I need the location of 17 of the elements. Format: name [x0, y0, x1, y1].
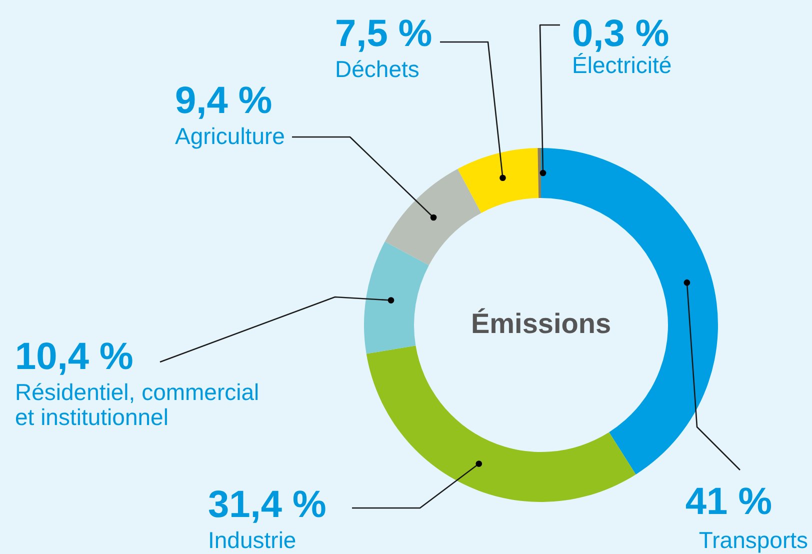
donut-slice: [384, 168, 482, 266]
donut-slice: [364, 242, 429, 354]
data-label: 10,4 %: [15, 336, 134, 378]
donut-slice: [366, 346, 636, 502]
data-label: 7,5 %: [335, 13, 432, 55]
slice-label: Déchets: [335, 56, 420, 82]
slice-label: Transports: [698, 527, 808, 553]
text: Émissions: [470, 308, 612, 339]
slice-label: Résidentiel, commercial et institutionnel: [15, 379, 260, 430]
slice-label: Industrie: [208, 527, 296, 553]
donut-slice: [458, 148, 539, 213]
slice-label: Électricité: [572, 52, 672, 78]
slice-label: Agriculture: [175, 123, 285, 149]
data-label: 41 %: [685, 481, 772, 523]
data-label: 31,4 %: [208, 484, 326, 526]
data-label: 9,4 %: [175, 80, 272, 122]
donut-slice: [538, 148, 541, 198]
